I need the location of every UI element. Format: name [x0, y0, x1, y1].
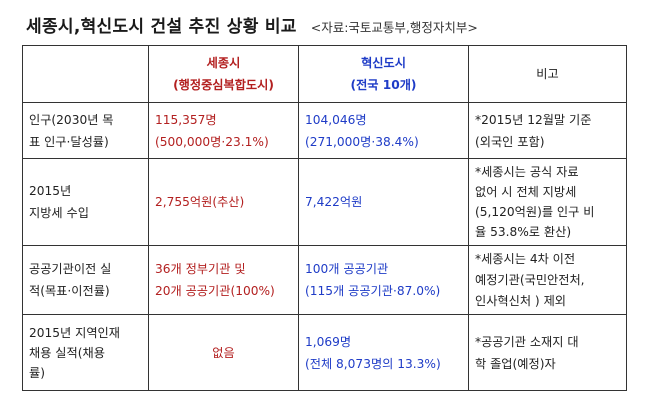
innovation-value: (115개 공공기관·87.0%) — [305, 284, 441, 298]
row-label: 2015년 지방세 수입 — [22, 158, 149, 246]
header-innovation-subtitle: (전국 10개) — [350, 78, 417, 92]
header-sejong: 세종시 (행정중심복합도시) — [148, 45, 299, 103]
innovation-cell: 7,422억원 — [298, 158, 469, 246]
note-text: *2015년 12월말 기준 — [475, 112, 592, 127]
innovation-value: 1,069명 — [305, 334, 352, 349]
header-sejong-subtitle: (행정중심복합도시) — [173, 78, 274, 92]
row-label-line: 적(목표·이전률) — [29, 284, 110, 298]
note-text: (외국인 포함) — [475, 134, 545, 149]
table-row: 인구(2030년 목 표 인구·달성률) 115,357명 (500,000명·… — [22, 102, 627, 159]
row-label: 인구(2030년 목 표 인구·달성률) — [22, 102, 149, 159]
innovation-cell: 100개 공공기관 (115개 공공기관·87.0%) — [298, 245, 469, 315]
sejong-value: 115,357명 — [155, 112, 217, 127]
comparison-table: 세종시 (행정중심복합도시) 혁신도시 (전국 10개) 비고 인구(2030년… — [22, 45, 627, 391]
note-text: 없어 시 전체 지방세 — [475, 185, 577, 199]
row-label-line: 률) — [29, 365, 45, 380]
header-innovation-title: 혁신도시 — [361, 56, 406, 70]
note-cell: *공공기관 소재지 대 학 졸업(예정)자 — [468, 314, 627, 391]
innovation-value: (전체 8,073명의 13.3%) — [305, 356, 441, 371]
innovation-cell: 104,046명 (271,000명·38.4%) — [298, 102, 469, 159]
row-label-line: 인구(2030년 목 — [29, 109, 142, 131]
header-blank-cell — [22, 45, 149, 103]
note-text: 율 53.8%로 환산) — [475, 225, 572, 239]
innovation-value: 7,422억원 — [305, 195, 363, 209]
row-label-line: 공공기관이전 실 — [29, 262, 112, 276]
note-text: (5,120억원)를 인구 비 — [475, 205, 595, 219]
row-label-line: 채용 실적(채용 — [29, 345, 105, 360]
note-text: 학 졸업(예정)자 — [475, 356, 556, 371]
table-row: 2015년 지방세 수입 2,755억원(추산) 7,422억원 *세종시는 공… — [22, 158, 627, 246]
row-label: 2015년 지역인재 채용 실적(채용 률) — [22, 314, 149, 391]
note-cell: *세종시는 공식 자료 없어 시 전체 지방세 (5,120억원)를 인구 비 … — [468, 158, 627, 246]
table-row: 2015년 지역인재 채용 실적(채용 률) 없음 1,069명 (전체 8,0… — [22, 314, 627, 391]
note-cell: *세종시는 4차 이전 예정기관(국민안전처, 인사혁신처 ) 제외 — [468, 245, 627, 315]
sejong-value: 2,755억원(추산) — [155, 195, 245, 209]
row-label-text: 인구(2030년 목 — [29, 112, 114, 127]
innovation-value: 100개 공공기관 — [305, 262, 389, 276]
sejong-cell: 115,357명 (500,000명·23.1%) — [148, 102, 299, 159]
title-row: 세종시,혁신도시 건설 추진 상황 비교 <자료:국토교통부,행정자치부> — [0, 12, 645, 38]
row-label-line: 표 인구·달성률) — [29, 134, 109, 149]
row-label: 공공기관이전 실 적(목표·이전률) — [22, 245, 149, 315]
sejong-cell: 없음 — [148, 314, 299, 391]
table-header-row: 세종시 (행정중심복합도시) 혁신도시 (전국 10개) 비고 — [22, 45, 627, 103]
source-caption: <자료:국토교통부,행정자치부> — [310, 20, 478, 35]
note-text: *세종시는 4차 이전 — [475, 251, 576, 266]
table-row: 공공기관이전 실 적(목표·이전률) 36개 정부기관 및 20개 공공기관(1… — [22, 245, 627, 315]
row-label-line: 지방세 수입 — [29, 206, 89, 220]
header-note: 비고 — [468, 45, 627, 103]
page-title: 세종시,혁신도시 건설 추진 상황 비교 — [26, 17, 297, 37]
innovation-cell: 1,069명 (전체 8,073명의 13.3%) — [298, 314, 469, 391]
sejong-value: 20개 공공기관(100%) — [155, 284, 275, 298]
note-text: *세종시는 공식 자료 — [475, 165, 579, 179]
sejong-cell: 2,755억원(추산) — [148, 158, 299, 246]
sejong-value: 없음 — [212, 345, 235, 360]
innovation-value: 104,046명 — [305, 112, 367, 127]
header-sejong-title: 세종시 — [206, 56, 241, 70]
sejong-cell: 36개 정부기관 및 20개 공공기관(100%) — [148, 245, 299, 315]
header-innovation: 혁신도시 (전국 10개) — [298, 45, 469, 103]
note-text: 예정기관(국민안전처, — [475, 272, 585, 287]
row-label-line: 2015년 지역인재 — [29, 325, 120, 340]
sejong-value: (500,000명·23.1%) — [155, 134, 269, 149]
note-text: *공공기관 소재지 대 — [475, 334, 579, 349]
note-text: 인사혁신처 ) 제외 — [475, 293, 566, 308]
row-label-line: 2015년 — [29, 184, 72, 198]
note-cell: *2015년 12월말 기준 (외국인 포함) — [468, 102, 627, 159]
sejong-value: 36개 정부기관 및 — [155, 262, 246, 276]
innovation-value: (271,000명·38.4%) — [305, 134, 419, 149]
